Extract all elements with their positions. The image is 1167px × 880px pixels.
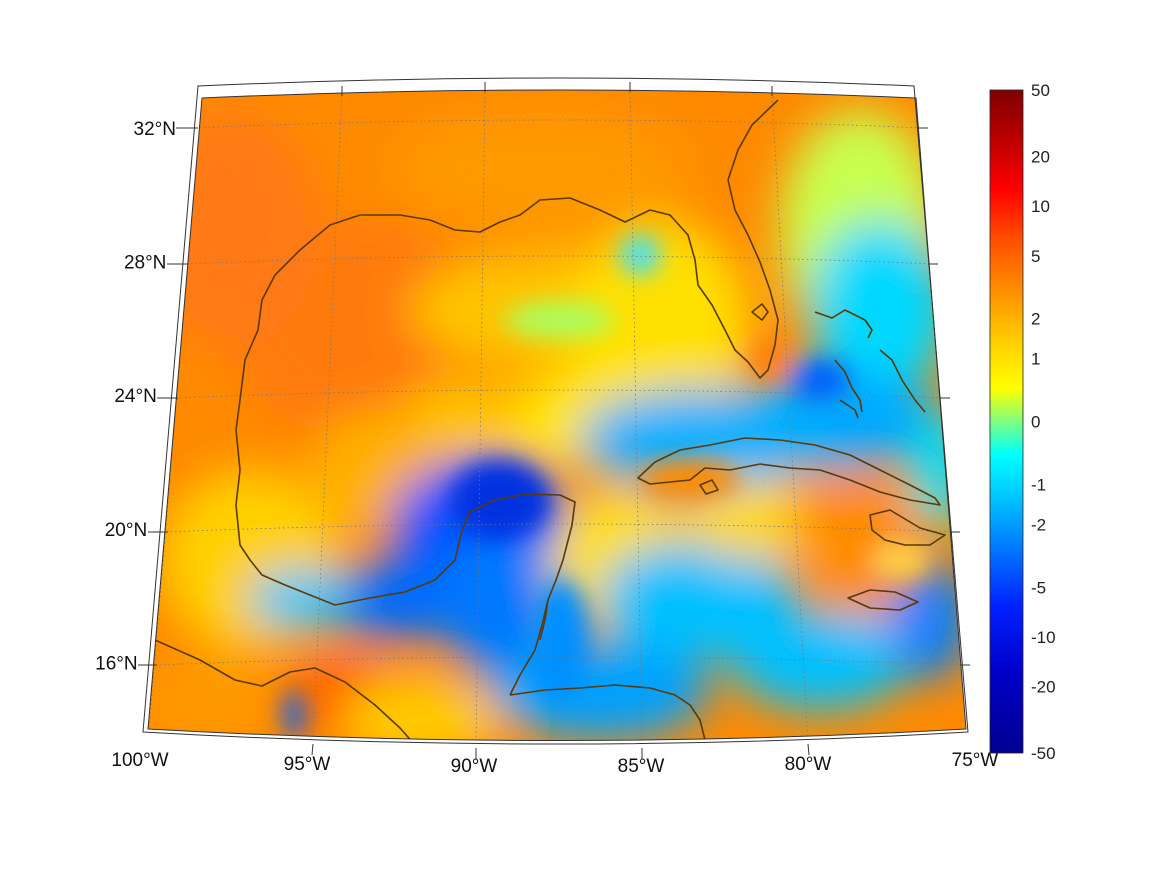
colorbar-tick-label: 1: [1031, 350, 1040, 369]
colorbar-tick-label: 2: [1031, 310, 1040, 329]
coastlines: [154, 99, 946, 741]
colorbar-tick-label: 20: [1031, 147, 1050, 166]
lon-label: 75°W: [952, 750, 999, 771]
colorbar-tick-label: -50: [1031, 744, 1056, 763]
lon-label: 100°W: [111, 750, 168, 771]
colorbar-gradient: [989, 89, 1024, 754]
colorbar-tick-label: -10: [1031, 628, 1056, 647]
lon-label: 80°W: [785, 754, 832, 775]
latitude-labels: 32°N 28°N 24°N 20°N 16°N: [95, 119, 176, 674]
colorbar-tick-label: -1: [1031, 475, 1046, 494]
colorbar-tick-label: 0: [1031, 413, 1040, 432]
map-frame: [138, 77, 970, 759]
colorbar-tick-label: 5: [1031, 247, 1040, 266]
colorbar-tick-label: -5: [1031, 578, 1046, 597]
data-field: [148, 90, 966, 741]
lon-label: 85°W: [618, 756, 665, 777]
graticule: [148, 90, 964, 741]
lat-label: 16°N: [95, 653, 137, 674]
lon-label: 95°W: [284, 754, 331, 775]
colorbar-tick-label: 10: [1031, 197, 1050, 216]
colorbar-tick-label: 50: [1031, 81, 1050, 100]
lat-label: 32°N: [134, 119, 176, 140]
lat-label: 24°N: [114, 386, 156, 407]
colorbar-tick-label: -2: [1031, 515, 1046, 534]
lat-label: 20°N: [105, 520, 147, 541]
lon-label: 90°W: [451, 756, 498, 777]
colorbar-tick-label: -20: [1031, 678, 1056, 697]
longitude-labels: 100°W 95°W 90°W 85°W 80°W 75°W: [111, 750, 998, 777]
lat-label: 28°N: [124, 253, 166, 274]
